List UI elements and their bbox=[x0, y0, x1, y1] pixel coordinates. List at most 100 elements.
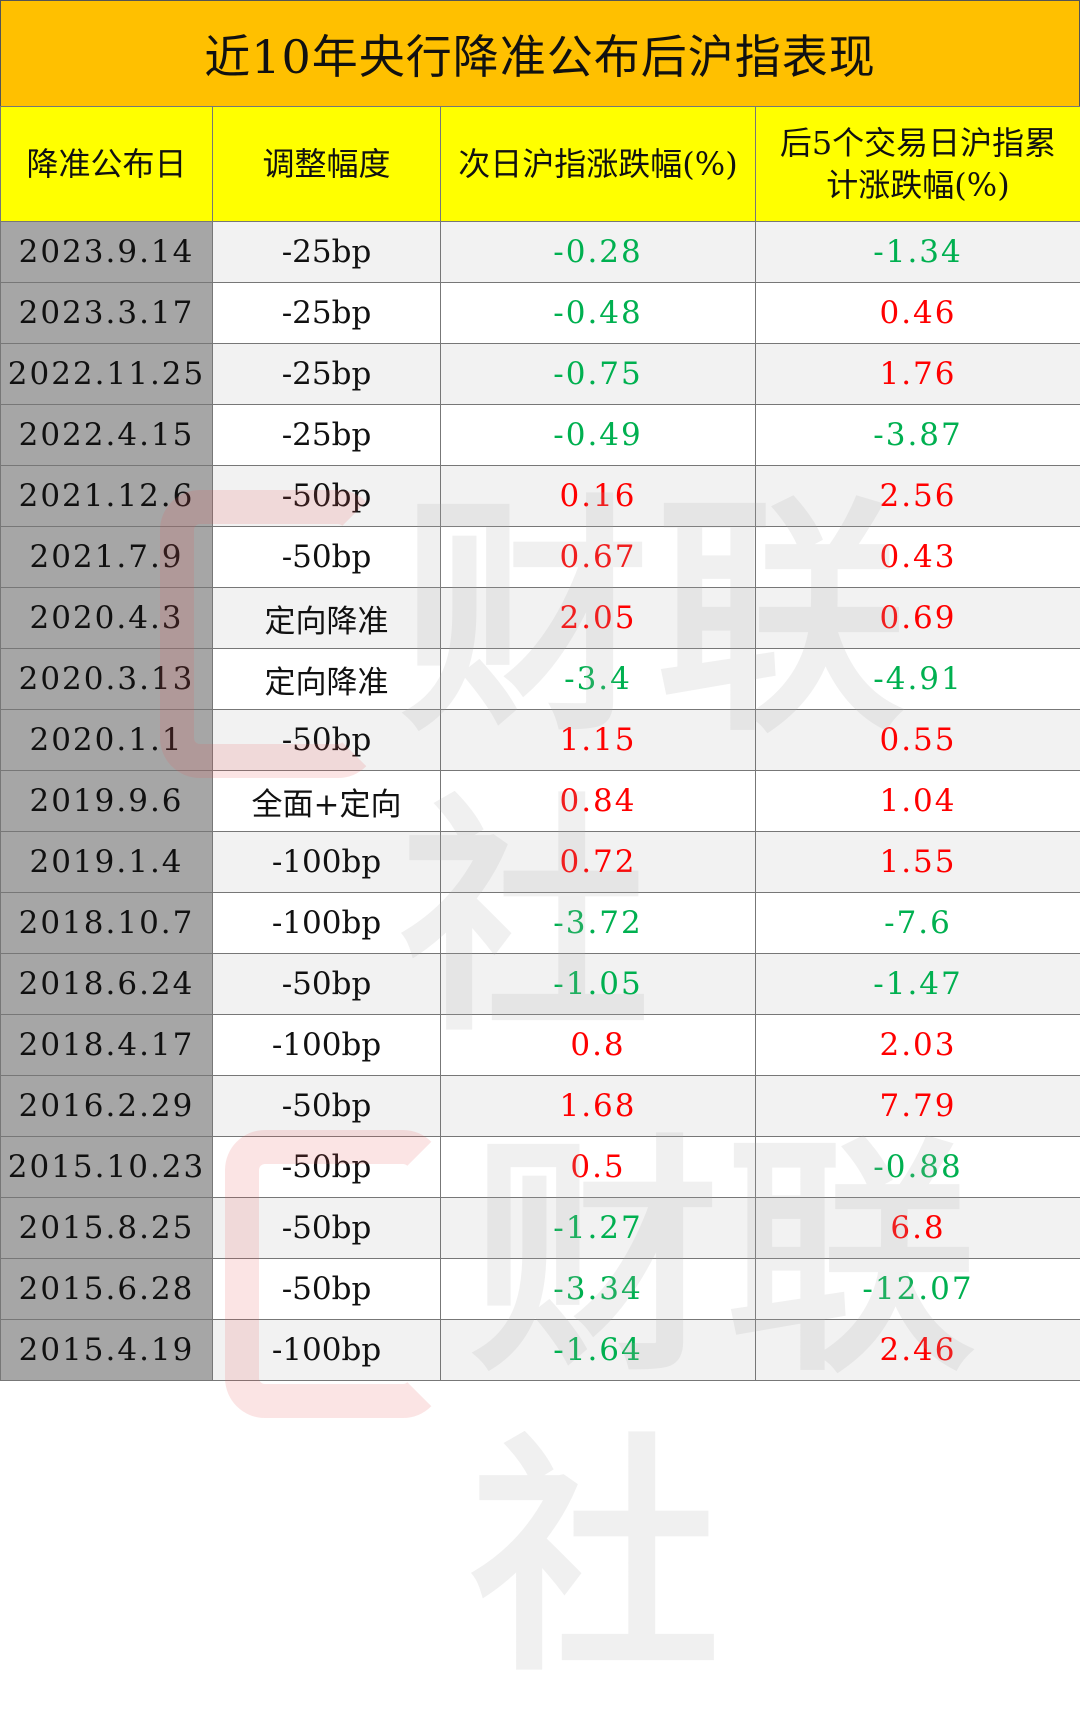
next-day-change-cell: 0.16 bbox=[441, 466, 756, 527]
next-day-change-cell: -3.4 bbox=[441, 649, 756, 710]
header-next-day-change: 次日沪指涨跌幅(%) bbox=[441, 107, 756, 222]
adjustment-cell: -50bp bbox=[213, 1198, 441, 1259]
next-day-change-cell: 1.15 bbox=[441, 710, 756, 771]
five-day-change-cell: -12.07 bbox=[756, 1259, 1080, 1320]
table-row: 2023.9.14-25bp-0.28-1.34 bbox=[1, 222, 1080, 283]
date-cell: 2022.11.25 bbox=[1, 344, 213, 405]
five-day-change-cell: 2.56 bbox=[756, 466, 1080, 527]
table-row: 2022.4.15-25bp-0.49-3.87 bbox=[1, 405, 1080, 466]
date-cell: 2023.3.17 bbox=[1, 283, 213, 344]
header-adjustment: 调整幅度 bbox=[213, 107, 441, 222]
adjustment-cell: -50bp bbox=[213, 1076, 441, 1137]
adjustment-cell: -50bp bbox=[213, 954, 441, 1015]
next-day-change-cell: 2.05 bbox=[441, 588, 756, 649]
five-day-change-cell: 1.76 bbox=[756, 344, 1080, 405]
date-cell: 2020.1.1 bbox=[1, 710, 213, 771]
table-row: 2018.10.7-100bp-3.72-7.6 bbox=[1, 893, 1080, 954]
five-day-change-cell: 0.43 bbox=[756, 527, 1080, 588]
next-day-change-cell: 0.5 bbox=[441, 1137, 756, 1198]
date-cell: 2015.6.28 bbox=[1, 1259, 213, 1320]
date-cell: 2018.6.24 bbox=[1, 954, 213, 1015]
header-five-day-line2: 计涨跌幅(%) bbox=[826, 166, 1009, 204]
five-day-change-cell: 1.04 bbox=[756, 771, 1080, 832]
next-day-change-cell: -0.75 bbox=[441, 344, 756, 405]
date-cell: 2023.9.14 bbox=[1, 222, 213, 283]
adjustment-cell: 全面+定向 bbox=[213, 771, 441, 832]
five-day-change-cell: -0.88 bbox=[756, 1137, 1080, 1198]
next-day-change-cell: -1.05 bbox=[441, 954, 756, 1015]
adjustment-cell: 定向降准 bbox=[213, 588, 441, 649]
next-day-change-cell: 0.8 bbox=[441, 1015, 756, 1076]
five-day-change-cell: -1.47 bbox=[756, 954, 1080, 1015]
five-day-change-cell: 7.79 bbox=[756, 1076, 1080, 1137]
adjustment-cell: -50bp bbox=[213, 710, 441, 771]
next-day-change-cell: 0.84 bbox=[441, 771, 756, 832]
adjustment-cell: -50bp bbox=[213, 1259, 441, 1320]
adjustment-cell: -25bp bbox=[213, 344, 441, 405]
adjustment-cell: -25bp bbox=[213, 222, 441, 283]
adjustment-cell: -100bp bbox=[213, 1015, 441, 1076]
five-day-change-cell: 2.46 bbox=[756, 1320, 1080, 1381]
next-day-change-cell: -0.28 bbox=[441, 222, 756, 283]
adjustment-cell: -100bp bbox=[213, 1320, 441, 1381]
date-cell: 2015.8.25 bbox=[1, 1198, 213, 1259]
header-five-day-change: 后5个交易日沪指累 计涨跌幅(%) bbox=[756, 107, 1080, 222]
header-five-day-line1: 后5个交易日沪指累 bbox=[780, 124, 1056, 162]
adjustment-cell: -50bp bbox=[213, 1137, 441, 1198]
adjustment-cell: -25bp bbox=[213, 283, 441, 344]
five-day-change-cell: 6.8 bbox=[756, 1198, 1080, 1259]
date-cell: 2021.12.6 bbox=[1, 466, 213, 527]
date-cell: 2020.4.3 bbox=[1, 588, 213, 649]
date-cell: 2015.10.23 bbox=[1, 1137, 213, 1198]
header-row: 降准公布日 调整幅度 次日沪指涨跌幅(%) 后5个交易日沪指累 计涨跌幅(%) bbox=[1, 107, 1080, 222]
adjustment-cell: -25bp bbox=[213, 405, 441, 466]
next-day-change-cell: 1.68 bbox=[441, 1076, 756, 1137]
adjustment-cell: -50bp bbox=[213, 527, 441, 588]
five-day-change-cell: 0.46 bbox=[756, 283, 1080, 344]
rrr-cut-table: 降准公布日 调整幅度 次日沪指涨跌幅(%) 后5个交易日沪指累 计涨跌幅(%) … bbox=[0, 106, 1080, 1381]
date-cell: 2020.3.13 bbox=[1, 649, 213, 710]
table-row: 2018.6.24-50bp-1.05-1.47 bbox=[1, 954, 1080, 1015]
five-day-change-cell: 0.69 bbox=[756, 588, 1080, 649]
next-day-change-cell: 0.67 bbox=[441, 527, 756, 588]
five-day-change-cell: 1.55 bbox=[756, 832, 1080, 893]
five-day-change-cell: -4.91 bbox=[756, 649, 1080, 710]
next-day-change-cell: -1.64 bbox=[441, 1320, 756, 1381]
table-row: 2015.6.28-50bp-3.34-12.07 bbox=[1, 1259, 1080, 1320]
date-cell: 2016.2.29 bbox=[1, 1076, 213, 1137]
next-day-change-cell: -1.27 bbox=[441, 1198, 756, 1259]
next-day-change-cell: -3.34 bbox=[441, 1259, 756, 1320]
date-cell: 2015.4.19 bbox=[1, 1320, 213, 1381]
date-cell: 2018.10.7 bbox=[1, 893, 213, 954]
date-cell: 2019.9.6 bbox=[1, 771, 213, 832]
header-date: 降准公布日 bbox=[1, 107, 213, 222]
five-day-change-cell: -3.87 bbox=[756, 405, 1080, 466]
next-day-change-cell: -0.49 bbox=[441, 405, 756, 466]
date-cell: 2019.1.4 bbox=[1, 832, 213, 893]
adjustment-cell: -100bp bbox=[213, 832, 441, 893]
date-cell: 2018.4.17 bbox=[1, 1015, 213, 1076]
next-day-change-cell: -0.48 bbox=[441, 283, 756, 344]
next-day-change-cell: 0.72 bbox=[441, 832, 756, 893]
adjustment-cell: -50bp bbox=[213, 466, 441, 527]
date-cell: 2022.4.15 bbox=[1, 405, 213, 466]
adjustment-cell: -100bp bbox=[213, 893, 441, 954]
next-day-change-cell: -3.72 bbox=[441, 893, 756, 954]
five-day-change-cell: -7.6 bbox=[756, 893, 1080, 954]
five-day-change-cell: 0.55 bbox=[756, 710, 1080, 771]
adjustment-cell: 定向降准 bbox=[213, 649, 441, 710]
